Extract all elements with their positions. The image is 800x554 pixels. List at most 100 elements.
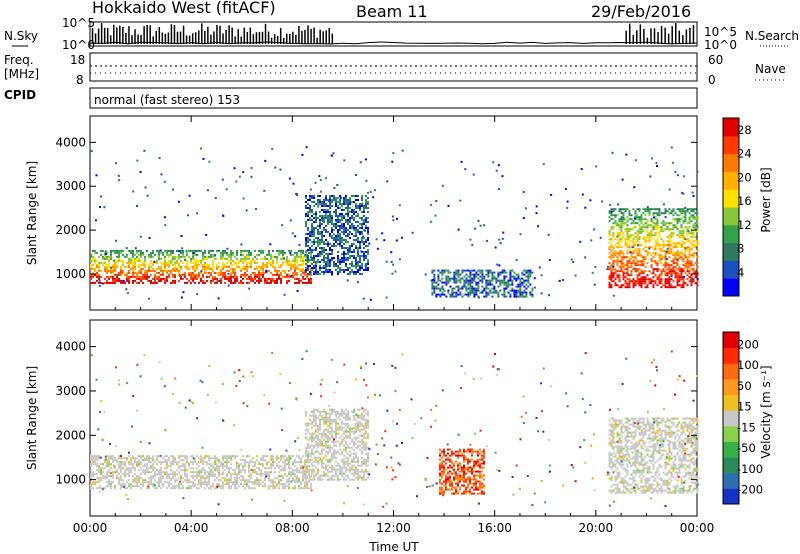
echo-cell [658, 276, 661, 279]
echo-cell [254, 277, 256, 280]
echo-cell [538, 266, 541, 269]
echo-cell [668, 236, 671, 239]
echo-cell [531, 295, 534, 298]
echo-cell [652, 284, 655, 287]
echo-cell [186, 475, 188, 478]
echo-cell [186, 251, 188, 254]
echo-cell [505, 271, 508, 274]
echo-cell [230, 459, 232, 462]
echo-cell [323, 219, 325, 221]
echo-cell [288, 457, 290, 460]
echo-cell [668, 242, 671, 245]
echo-cell [120, 485, 122, 488]
echo-cell [658, 236, 661, 239]
echo-cell [204, 481, 206, 484]
echo-cell [650, 272, 653, 275]
echo-cell [431, 293, 434, 296]
echo-cell [329, 450, 331, 453]
echo-cell [190, 475, 192, 478]
echo-cell [646, 222, 649, 225]
echo-cell [363, 223, 365, 225]
echo-cell [501, 271, 504, 274]
echo-cell [313, 257, 315, 259]
echo-cell [620, 224, 623, 227]
echo-cell [256, 267, 258, 270]
echo-cell [670, 222, 673, 225]
echo-cell [256, 467, 258, 470]
echo-cell [610, 272, 613, 275]
echo-cell [160, 261, 162, 264]
echo-cell [268, 471, 270, 474]
echo-cell [226, 481, 228, 484]
echo-cell [168, 473, 170, 476]
echo-cell [638, 254, 641, 257]
echo-cell [266, 461, 268, 464]
echo-cell [323, 466, 325, 469]
echo-cell [222, 477, 224, 480]
echo-cell [682, 268, 685, 271]
echo-cell [317, 201, 319, 203]
echo-cell [182, 273, 184, 276]
echo-cell [94, 269, 96, 272]
echo-cell [118, 461, 120, 464]
echo-cell [690, 282, 693, 285]
echo-cell [345, 235, 347, 237]
echo-cell [355, 273, 357, 275]
echo-cell [282, 467, 284, 470]
echo-cell [302, 261, 304, 264]
echo-cell [323, 271, 325, 273]
echo-cell [120, 469, 122, 472]
echo-cell [158, 249, 160, 252]
echo-cell [636, 238, 639, 241]
echo-cell [439, 271, 442, 274]
echo-cell [118, 255, 120, 258]
echo-cell [264, 263, 266, 266]
echo-cell [292, 477, 294, 480]
echo-cell [172, 279, 174, 282]
echo-cell [333, 410, 335, 413]
echo-cell [662, 268, 665, 271]
echo-cell [210, 463, 212, 466]
echo-cell [331, 205, 333, 207]
echo-cell [690, 244, 693, 247]
echo-cell [108, 471, 110, 474]
echo-cell [620, 286, 623, 289]
echo-cell [347, 211, 349, 213]
power-panel-frame [89, 115, 698, 311]
echo-cell [309, 249, 311, 251]
echo-cell [134, 479, 136, 482]
echo-cell [236, 253, 238, 256]
echo-cell [591, 271, 594, 274]
echo-cell [150, 273, 152, 276]
echo-cell [258, 277, 260, 280]
echo-cell [650, 254, 653, 257]
echo-cell [640, 228, 643, 231]
echo-cell [331, 259, 333, 261]
echo-cell [190, 277, 192, 280]
echo-cell [292, 471, 294, 474]
echo-cell [288, 487, 290, 490]
echo-cell [618, 280, 621, 283]
echo-cell [98, 469, 100, 472]
echo-cell [102, 467, 104, 470]
echo-cell [290, 467, 292, 470]
echo-cell [94, 463, 96, 466]
echo-cell [272, 481, 274, 484]
echo-cell [323, 241, 325, 243]
echo-cell [236, 275, 238, 278]
echo-cell [260, 479, 262, 482]
echo-cell [694, 224, 697, 227]
echo-cell [529, 271, 532, 274]
echo-cell [172, 267, 174, 270]
echo-cell [307, 257, 309, 259]
echo-cell [228, 461, 230, 464]
echo-cell [184, 265, 186, 268]
echo-cell [220, 485, 222, 488]
echo-cell [325, 209, 327, 211]
echo-cell [96, 459, 98, 462]
echo-cell [317, 203, 319, 205]
echo-cell [333, 263, 335, 265]
echo-cell [104, 277, 106, 280]
echo-cell [327, 434, 329, 437]
echo-cell [302, 271, 304, 274]
